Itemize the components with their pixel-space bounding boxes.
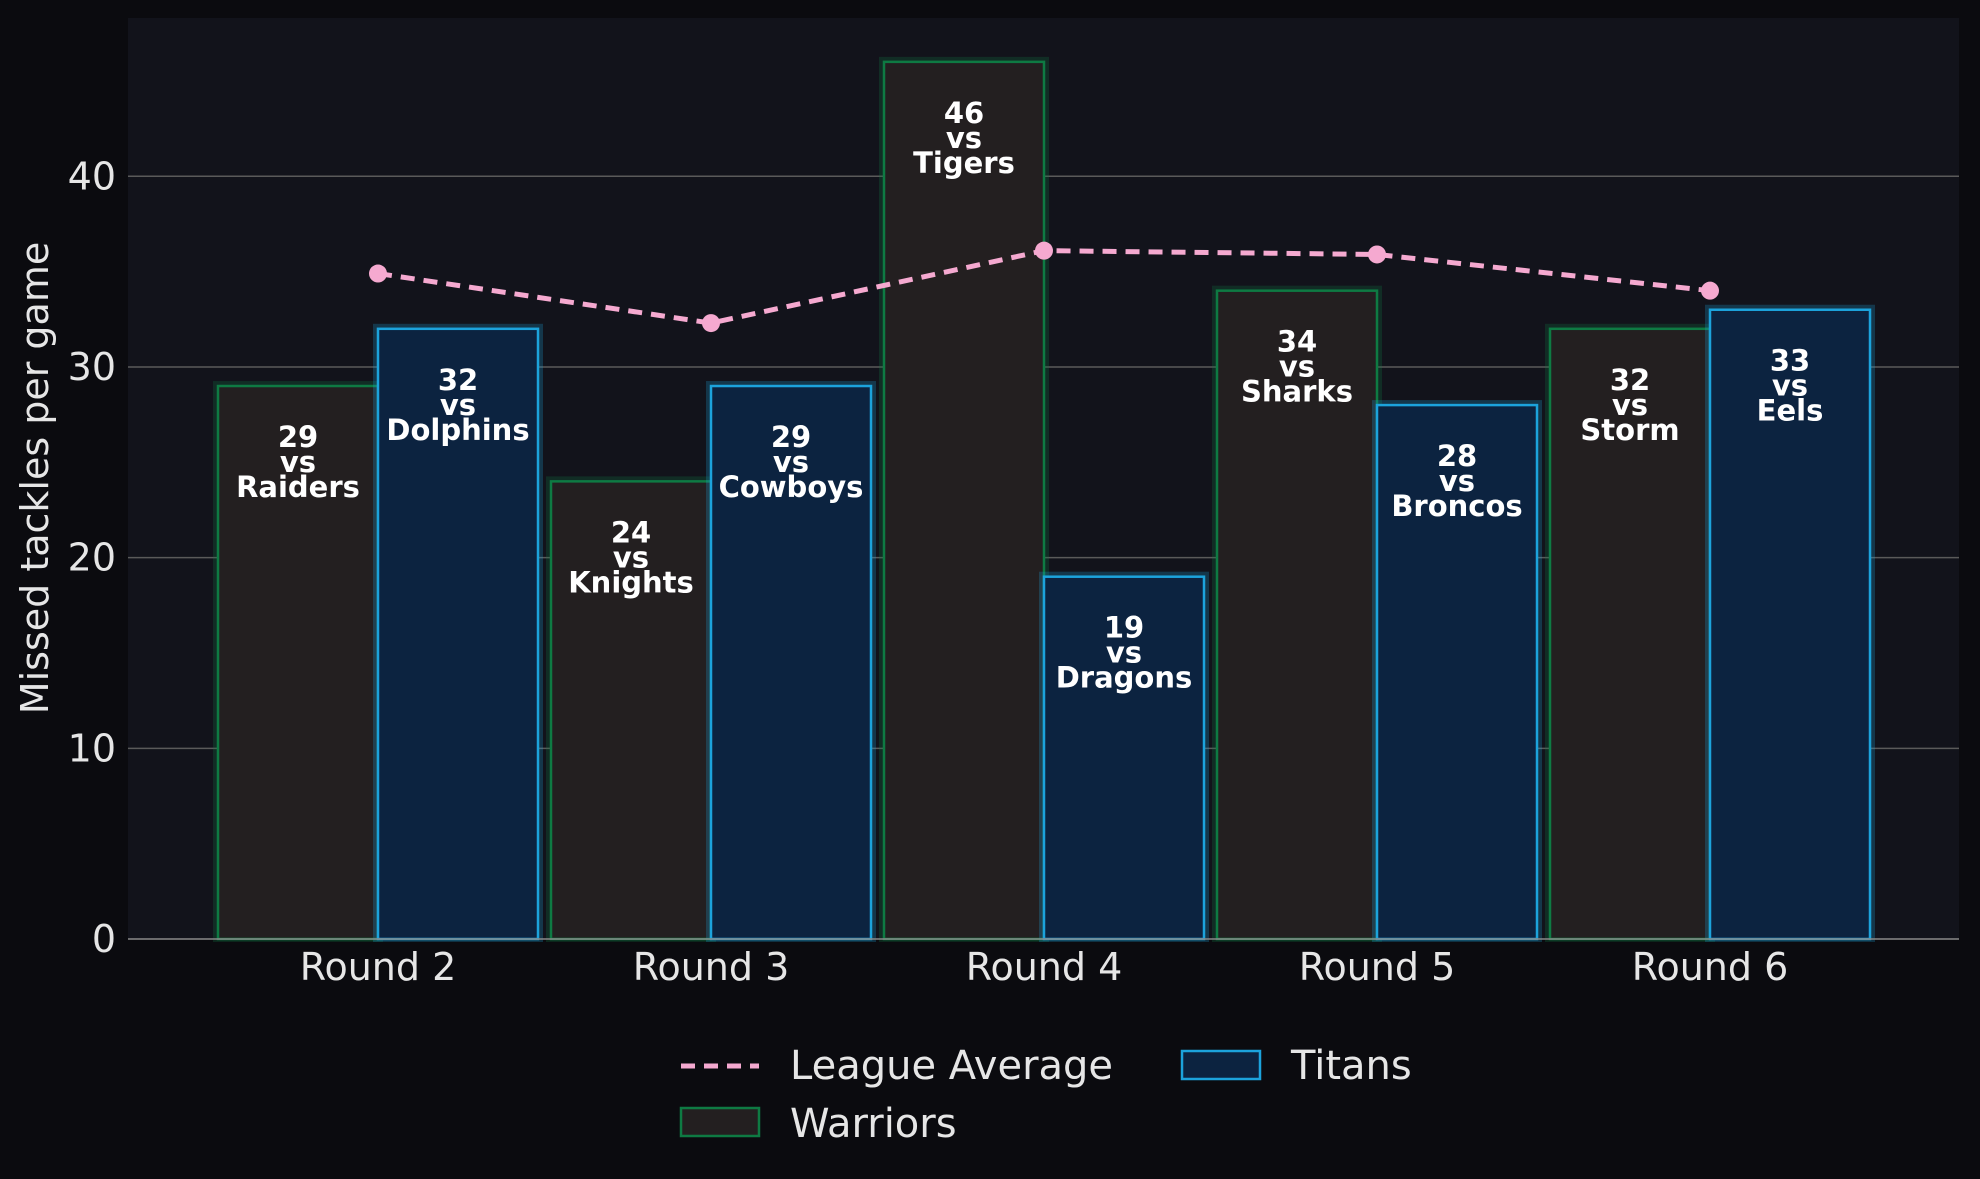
legend: League Average Warriors Titans [679, 1043, 1412, 1147]
bar-label: vs [1439, 464, 1475, 498]
bar-warriors[interactable] [549, 480, 713, 941]
bar-label: Storm [1580, 413, 1679, 447]
x-tick-label: Round 5 [1299, 945, 1456, 989]
bar-label: 33 [1770, 344, 1810, 378]
bar-label: vs [946, 121, 982, 155]
bar-label: Cowboys [719, 470, 864, 504]
bar-titans[interactable] [1042, 575, 1206, 941]
bar-label: Tigers [913, 146, 1015, 180]
league-average-point[interactable] [1035, 241, 1053, 260]
legend-label-warriors: Warriors [790, 1101, 957, 1147]
y-tick-label: 40 [68, 154, 116, 198]
x-tick-label: Round 4 [966, 945, 1123, 989]
bar-label: vs [1279, 350, 1315, 384]
bar-label: Dolphins [386, 413, 529, 447]
bar-label: 24 [611, 515, 651, 549]
legend-item-league-average[interactable]: League Average [681, 1043, 1113, 1089]
bar-label: 29 [278, 420, 318, 454]
bar-label: 46 [944, 96, 984, 130]
league-average-point[interactable] [702, 314, 720, 333]
bar-label: Sharks [1241, 375, 1353, 409]
y-tick-label: 10 [68, 726, 116, 770]
bar-label: Knights [568, 565, 694, 599]
legend-label-league-average: League Average [790, 1043, 1113, 1089]
x-axis-ticks: Round 2 Round 3 Round 4 Round 5 Round 6 [300, 945, 1789, 989]
bar-label: 34 [1277, 325, 1317, 359]
bar-label: 29 [771, 420, 811, 454]
league-average-point[interactable] [1701, 281, 1719, 300]
league-average-line [369, 241, 1719, 333]
bar-titans[interactable] [1375, 403, 1539, 941]
bar-label: vs [773, 445, 809, 479]
bar-label: vs [1772, 369, 1808, 403]
y-tick-label: 0 [92, 917, 116, 961]
y-axis-ticks: 0 10 20 30 40 [68, 154, 116, 961]
bar-warriors[interactable] [882, 60, 1046, 941]
bar-label: 19 [1104, 611, 1144, 645]
bar-titans[interactable] [709, 384, 873, 941]
bar-label: 28 [1437, 439, 1477, 473]
bar-label: 32 [438, 363, 478, 397]
y-axis-label: Missed tackles per game [13, 242, 57, 714]
legend-swatch-warriors [679, 1106, 761, 1138]
y-tick-label: 30 [68, 345, 116, 389]
legend-item-warriors[interactable]: Warriors [679, 1101, 957, 1147]
bar-label: Raiders [236, 470, 360, 504]
bar-titans[interactable] [376, 327, 540, 941]
league-average-point[interactable] [369, 264, 387, 283]
bar-label: Eels [1757, 394, 1824, 428]
bar-label: Broncos [1391, 489, 1522, 523]
x-tick-label: Round 2 [300, 945, 457, 989]
bar-warriors[interactable] [216, 384, 380, 941]
x-tick-label: Round 3 [633, 945, 790, 989]
bar-label: 32 [1610, 363, 1650, 397]
bar-warriors[interactable] [1215, 289, 1379, 941]
y-tick-label: 20 [68, 536, 116, 580]
bar-label: vs [1612, 388, 1648, 422]
bars [213, 56, 1875, 943]
bar-label: vs [440, 388, 476, 422]
x-tick-label: Round 6 [1632, 945, 1789, 989]
bar-label: vs [1106, 636, 1142, 670]
legend-label-titans: Titans [1290, 1043, 1412, 1089]
bar-label: vs [280, 445, 316, 479]
legend-swatch-titans [1180, 1049, 1262, 1081]
bar-warriors[interactable] [1548, 327, 1712, 941]
bar-label: Dragons [1056, 661, 1193, 695]
bar-labels: 29vsRaiders24vsKnights46vsTigers34vsShar… [236, 96, 1823, 695]
legend-item-titans[interactable]: Titans [1180, 1043, 1412, 1089]
league-average-point[interactable] [1368, 245, 1386, 264]
bar-label: vs [613, 540, 649, 574]
bar-titans[interactable] [1708, 308, 1872, 941]
